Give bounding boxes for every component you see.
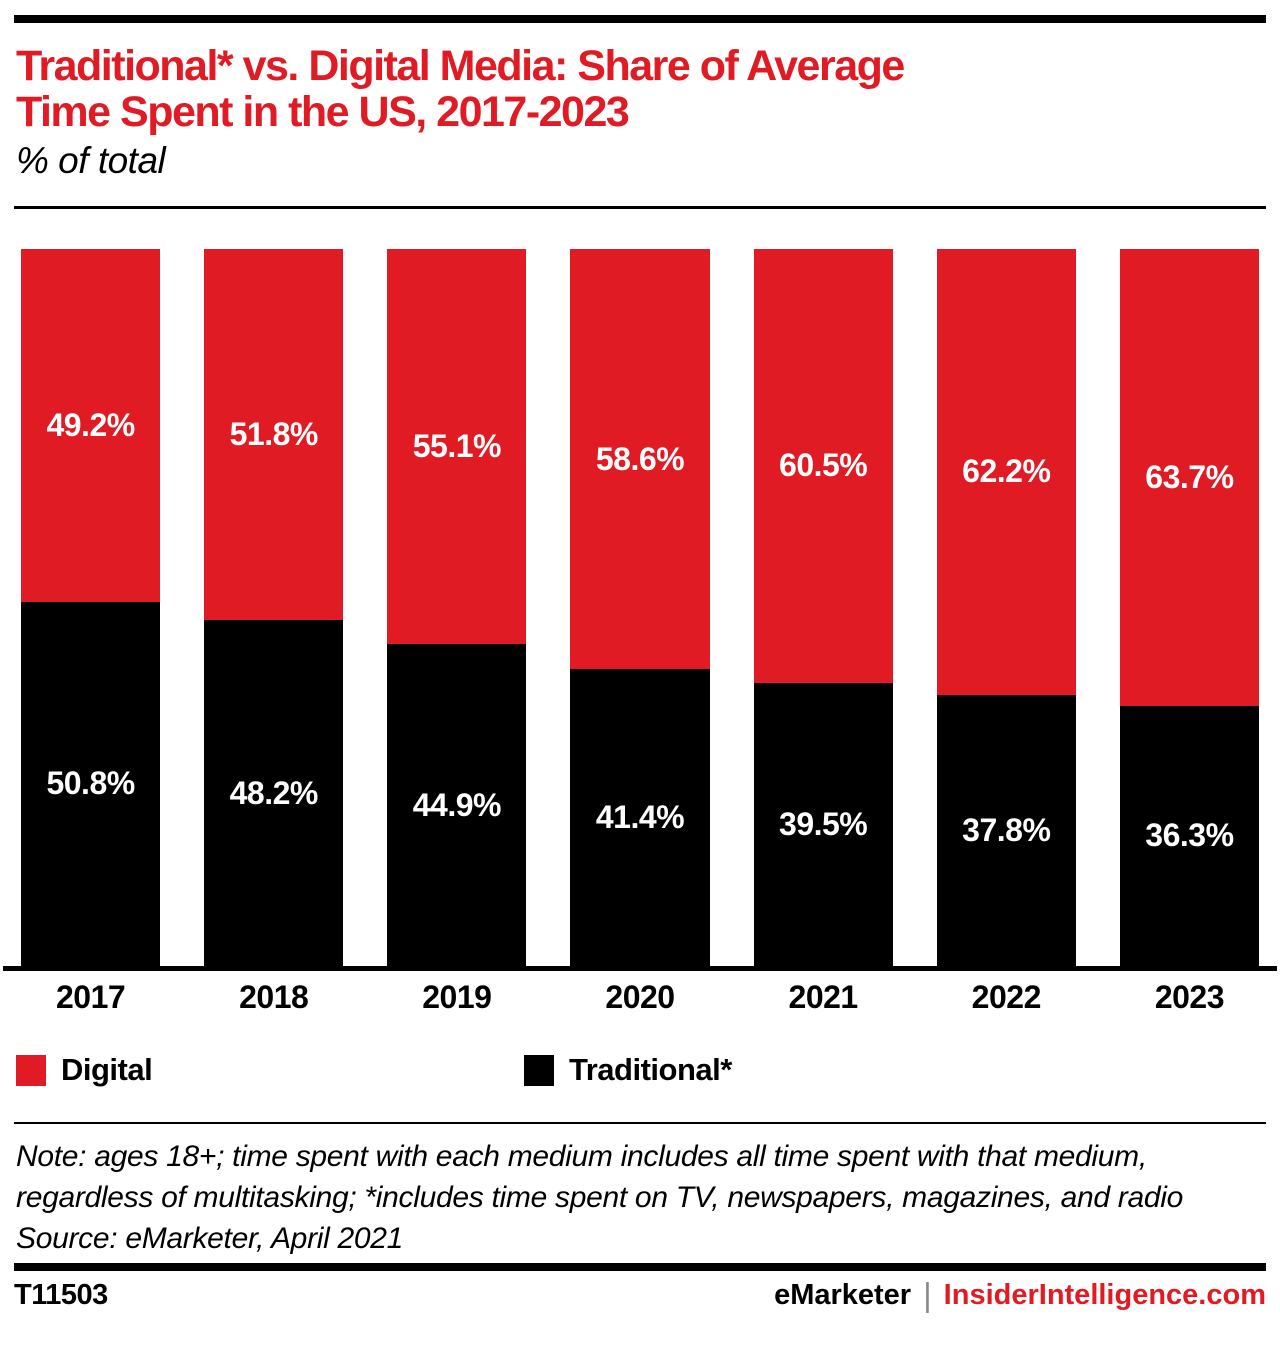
chart-id: T11503 bbox=[14, 1278, 108, 1311]
x-axis-label-2017: 2017 bbox=[55, 979, 126, 1015]
header-divider-rule bbox=[14, 206, 1266, 209]
value-label-digital-2022: 62.2% bbox=[962, 453, 1051, 490]
value-label-digital-2020: 58.6% bbox=[595, 440, 685, 477]
value-label-traditional-2017: 50.8% bbox=[46, 765, 135, 802]
value-label-traditional-2018: 48.2% bbox=[229, 774, 319, 811]
segment-traditional-2022: 37.8% bbox=[936, 694, 1076, 966]
legend-swatch-digital bbox=[16, 1054, 46, 1086]
chart-title-line1: Traditional* vs. Digital Media: Share of… bbox=[16, 42, 905, 90]
bar-2020: 58.6% 41.4% bbox=[570, 249, 710, 966]
segment-digital-2022: 62.2% bbox=[936, 249, 1076, 695]
segment-digital-2021: 60.5% bbox=[753, 249, 893, 683]
x-axis-labels: 2017 2018 2019 2020 2021 2022 2023 bbox=[0, 979, 1280, 1016]
segment-traditional-2023: 36.3% bbox=[1119, 705, 1259, 966]
value-label-traditional-2019: 44.9% bbox=[412, 786, 502, 823]
bar-2018: 51.8% 48.2% bbox=[204, 249, 344, 966]
legend-label-traditional: Traditional* bbox=[569, 1052, 732, 1087]
top-accent-bar bbox=[14, 15, 1266, 23]
chart-subtitle: % of total bbox=[16, 140, 166, 181]
note-text: Note: ages 18+; time spent with each med… bbox=[16, 1140, 1183, 1214]
brand-separator-bar: | bbox=[923, 1276, 932, 1313]
value-label-digital-2019: 55.1% bbox=[412, 428, 502, 465]
x-axis-label-2023: 2023 bbox=[1154, 979, 1225, 1015]
bar-2023: 63.7% 36.3% bbox=[1119, 249, 1259, 966]
value-label-digital-2023: 63.7% bbox=[1145, 458, 1234, 495]
value-label-traditional-2023: 36.3% bbox=[1145, 817, 1234, 854]
x-axis-label-2021: 2021 bbox=[788, 979, 859, 1015]
legend-item-digital: Digital bbox=[16, 1052, 524, 1088]
chart-title: Traditional* vs. Digital Media: Share of… bbox=[16, 43, 1264, 135]
value-label-traditional-2021: 39.5% bbox=[779, 805, 868, 842]
segment-digital-2018: 51.8% bbox=[204, 249, 344, 621]
segment-digital-2023: 63.7% bbox=[1119, 249, 1259, 706]
segment-traditional-2018: 48.2% bbox=[204, 620, 344, 966]
x-axis-line bbox=[3, 966, 1277, 971]
legend-swatch-traditional bbox=[524, 1054, 554, 1086]
x-axis-label-2020: 2020 bbox=[605, 979, 675, 1015]
value-label-traditional-2022: 37.8% bbox=[962, 811, 1051, 848]
bar-2017: 49.2% 50.8% bbox=[21, 249, 161, 966]
value-label-digital-2021: 60.5% bbox=[779, 447, 868, 484]
note-block: Note: ages 18+; time spent with each med… bbox=[16, 1136, 1216, 1259]
segment-digital-2020: 58.6% bbox=[570, 249, 710, 670]
x-axis-label-2022: 2022 bbox=[971, 979, 1042, 1015]
stacked-bar-chart: 49.2% 50.8% 51.8% 48.2% 55.1% 44.9% 58.6% 41.4%… bbox=[0, 249, 1280, 966]
value-label-traditional-2020: 41.4% bbox=[595, 799, 685, 836]
segment-traditional-2021: 39.5% bbox=[753, 682, 893, 966]
segment-traditional-2020: 41.4% bbox=[570, 669, 710, 966]
footer-row: T11503 eMarketer | InsiderIntelligence.c… bbox=[14, 1276, 1266, 1314]
bar-2021: 60.5% 39.5% bbox=[753, 249, 893, 966]
bar-2019: 55.1% 44.9% bbox=[387, 249, 527, 966]
segment-digital-2017: 49.2% bbox=[21, 249, 161, 602]
segment-traditional-2019: 44.9% bbox=[387, 644, 527, 966]
note-divider-rule bbox=[14, 1122, 1266, 1124]
x-axis-label-2019: 2019 bbox=[422, 979, 492, 1015]
value-label-digital-2018: 51.8% bbox=[229, 416, 319, 453]
segment-digital-2019: 55.1% bbox=[387, 249, 527, 645]
segment-traditional-2017: 50.8% bbox=[21, 601, 161, 966]
value-label-digital-2017: 49.2% bbox=[46, 406, 135, 443]
brand-insider-intelligence-link[interactable]: InsiderIntelligence.com bbox=[943, 1278, 1266, 1311]
legend-item-traditional: Traditional* bbox=[524, 1052, 732, 1088]
brand-emarketer: eMarketer bbox=[774, 1278, 912, 1311]
source-text: Source: eMarketer, April 2021 bbox=[16, 1222, 404, 1255]
chart-title-line2: Time Spent in the US, 2017-2023 bbox=[16, 88, 630, 136]
brand-group: eMarketer | InsiderIntelligence.com bbox=[774, 1276, 1266, 1314]
bar-2022: 62.2% 37.8% bbox=[936, 249, 1076, 966]
x-axis-label-2018: 2018 bbox=[239, 979, 309, 1015]
bottom-accent-bar bbox=[14, 1263, 1266, 1271]
chart-legend: Digital Traditional* bbox=[16, 1052, 1264, 1088]
legend-label-digital: Digital bbox=[61, 1052, 153, 1087]
